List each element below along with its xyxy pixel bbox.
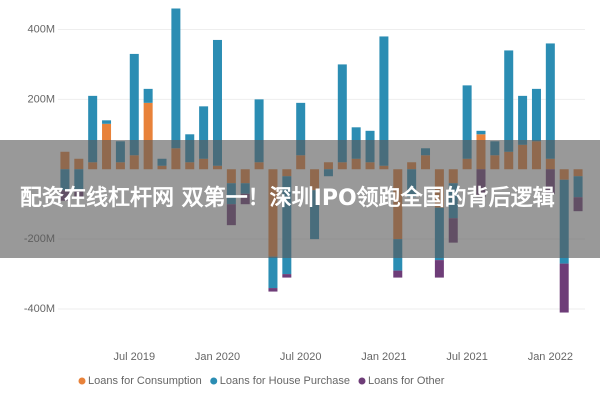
bar-segment	[102, 120, 112, 124]
bar-segment	[143, 88, 153, 103]
bar-segment	[268, 288, 278, 292]
legend-marker	[78, 377, 86, 385]
bar-segment	[296, 102, 306, 156]
y-tick-label: -400M	[24, 303, 55, 315]
banner: 配资在线杠杆网 双第一！深圳IPO领跑全国的背后逻辑	[0, 140, 600, 258]
y-tick-label: 400M	[27, 23, 55, 35]
bar-segment	[379, 36, 389, 166]
x-tick-label: Jan 2022	[528, 351, 573, 363]
bar-segment	[434, 260, 444, 278]
legend-label: Loans for House Purchase	[220, 375, 350, 387]
bar-segment	[212, 39, 222, 166]
bar-segment	[462, 85, 472, 159]
x-tick-label: Jul 2019	[113, 351, 155, 363]
bar-segment	[531, 88, 541, 142]
bar-segment	[282, 274, 292, 278]
bar-segment	[171, 8, 181, 149]
bar-segment	[393, 270, 403, 278]
bar-segment	[518, 95, 528, 145]
bar-segment	[504, 50, 514, 152]
legend-marker	[358, 377, 366, 385]
bar-segment	[337, 64, 347, 163]
bar-segment	[559, 263, 569, 313]
y-tick-label: 200M	[27, 93, 55, 105]
bar-segment	[268, 256, 278, 289]
x-tick-label: Jan 2021	[361, 351, 406, 363]
x-tick-label: Jul 2021	[446, 351, 488, 363]
banner-title: 配资在线杠杆网 双第一！深圳IPO领跑全国的背后逻辑	[20, 186, 555, 211]
bar-segment	[129, 53, 139, 156]
legend-marker	[210, 377, 218, 385]
legend-label: Loans for Other	[368, 375, 445, 387]
x-tick-label: Jan 2020	[195, 351, 240, 363]
bar-segment	[143, 102, 153, 170]
bar-segment	[476, 130, 486, 135]
bar-segment	[254, 99, 264, 163]
legend-label: Loans for Consumption	[88, 375, 202, 387]
bar-segment	[199, 106, 209, 159]
x-tick-label: Jul 2020	[280, 351, 322, 363]
bar-segment	[88, 95, 98, 163]
bar-segment	[545, 43, 555, 159]
